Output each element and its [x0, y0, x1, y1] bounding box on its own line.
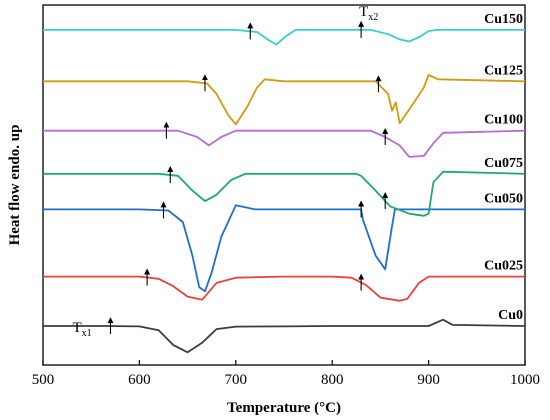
- series-label-cu150: Cu150: [484, 12, 523, 27]
- markers-layer: Tx1 Tx2: [72, 4, 389, 339]
- transition-label-sub: x1: [82, 328, 92, 339]
- x-tick-label: 900: [417, 372, 440, 388]
- y-axis-title: Heat flow endo. up: [7, 125, 23, 246]
- series-line-cu150: [43, 29, 525, 46]
- x-tick-label: 1000: [510, 372, 540, 388]
- x-tick-label: 500: [32, 372, 55, 388]
- x-axis-ticks: 500 600 700 800 900 1000: [32, 360, 540, 388]
- series-line-cu100: [43, 129, 526, 158]
- series-line-cu050: [43, 204, 525, 293]
- series-line-cu0: [43, 318, 526, 354]
- x-tick-label: 700: [225, 372, 248, 388]
- plot-frame: [42, 4, 526, 366]
- series-label-cu100: Cu100: [484, 113, 523, 128]
- series-line-cu125: [43, 74, 526, 126]
- series-label-cu125: Cu125: [484, 63, 523, 78]
- x-tick-label: 800: [321, 372, 344, 388]
- x-axis-title: Temperature (°C): [227, 400, 341, 416]
- series-layer: Cu0 Cu025 Cu050 Cu075 Cu100 Cu125 Cu150: [43, 12, 526, 354]
- series-label-cu075: Cu075: [484, 156, 523, 171]
- transition-label-x1: Tx1: [72, 320, 91, 339]
- x-tick-label: 600: [128, 372, 151, 388]
- series-line-cu075: [43, 170, 526, 217]
- transition-label-sub: x2: [368, 12, 378, 23]
- series-label-cu050: Cu050: [484, 191, 523, 206]
- transition-label-x2: Tx2: [359, 4, 378, 23]
- series-line-cu025: [43, 275, 525, 302]
- series-label-cu025: Cu025: [484, 259, 523, 274]
- series-label-cu0: Cu0: [498, 308, 523, 323]
